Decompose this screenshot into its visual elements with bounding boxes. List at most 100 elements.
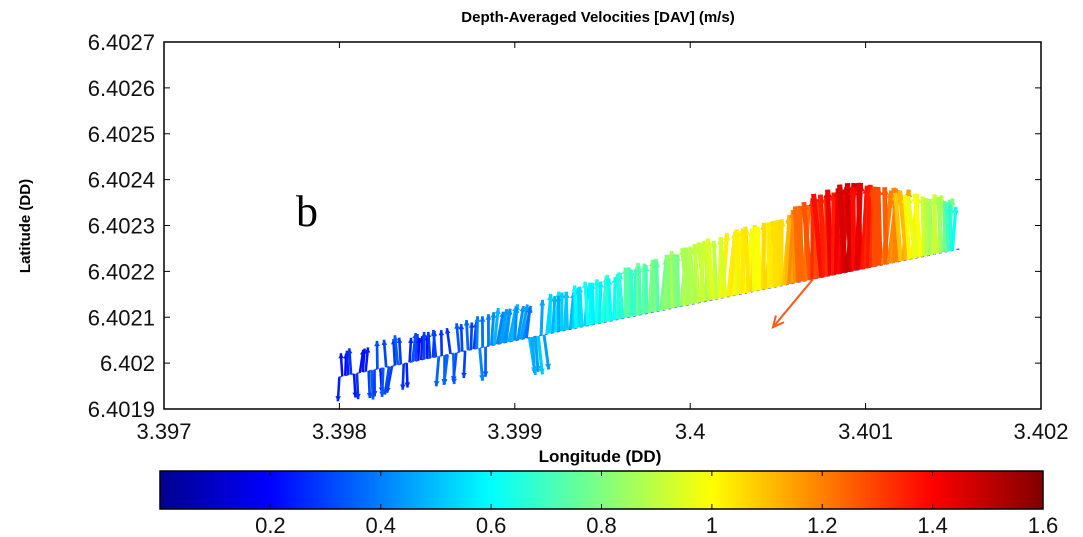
velocity-vector	[478, 347, 485, 381]
velocity-vector-head	[458, 324, 465, 330]
velocity-vector	[882, 187, 889, 265]
velocity-vector-head	[848, 186, 858, 195]
velocity-vector-head	[468, 322, 475, 328]
colorbar-tick-label: 0.2	[255, 513, 286, 537]
velocity-vector-head	[935, 197, 943, 204]
velocity-vector	[817, 194, 828, 277]
velocity-vector	[654, 261, 660, 312]
velocity-vector	[683, 247, 693, 305]
colorbar-ticks: 0.2 0.4 0.6 0.8 1 1.2 1.4 1.6	[255, 471, 1058, 537]
x-tick-label: 3.401	[838, 419, 893, 444]
velocity-vector	[533, 336, 540, 372]
y-tick-label: 6.4021	[88, 305, 155, 330]
velocity-vector	[772, 220, 778, 288]
velocity-vector-head	[874, 186, 883, 195]
velocity-vector-head	[371, 391, 378, 397]
velocity-vector-head	[355, 393, 361, 400]
velocity-vector-head	[946, 205, 954, 212]
velocity-vector	[778, 219, 784, 286]
velocity-vector-head	[400, 384, 406, 390]
x-tick-label: 3.402	[1013, 419, 1068, 444]
velocity-vector-head	[385, 387, 391, 393]
velocity-vector	[811, 193, 825, 278]
velocity-vector	[504, 308, 512, 343]
velocity-vector	[513, 307, 519, 341]
x-tick-label: 3.397	[136, 419, 191, 444]
velocity-vector-head	[538, 368, 545, 375]
velocity-vector	[920, 196, 927, 257]
velocity-vector	[947, 205, 954, 251]
velocity-vector-head	[479, 375, 486, 381]
velocity-vector-head	[555, 295, 562, 302]
velocity-vector	[718, 236, 728, 298]
velocity-vector-head	[335, 396, 341, 402]
velocity-vector-head	[926, 199, 934, 206]
velocity-vector-head	[474, 316, 481, 322]
velocity-vector-head	[494, 308, 501, 315]
velocity-vector	[825, 189, 834, 276]
velocity-vector-head	[454, 323, 460, 329]
velocity-vector	[519, 304, 529, 340]
velocity-vector	[692, 243, 701, 303]
velocity-vector	[664, 254, 672, 309]
velocity-vector-head	[338, 353, 344, 359]
velocity-vector-head	[880, 187, 890, 195]
velocity-vector-head	[741, 226, 750, 235]
velocity-vector-head	[450, 376, 457, 382]
velocity-vector-head	[686, 246, 695, 254]
colorbar-tick-label: 1.2	[807, 513, 838, 537]
velocity-vector	[530, 336, 537, 374]
velocity-vector	[492, 307, 500, 346]
velocity-vector-head	[754, 226, 762, 234]
velocity-vector	[906, 196, 918, 259]
colorbar	[159, 470, 1044, 510]
velocity-vector-head	[392, 335, 399, 341]
velocity-vector	[856, 182, 863, 270]
velocity-vector-head	[777, 219, 786, 227]
velocity-vector	[866, 184, 873, 268]
velocity-vector	[539, 299, 545, 336]
velocity-vector	[568, 292, 576, 330]
velocity-vector	[548, 293, 553, 334]
velocity-vector	[650, 260, 656, 313]
velocity-vector-head	[589, 282, 596, 289]
velocity-vector-head	[891, 192, 900, 201]
y-tick-label: 6.4022	[88, 259, 155, 284]
velocity-vector-head	[800, 202, 809, 211]
velocity-vector-head	[421, 331, 427, 338]
y-tick-label: 6.4019	[88, 397, 155, 422]
velocity-vector-head	[663, 254, 671, 262]
velocity-vector-head	[547, 293, 554, 300]
colorbar-tick-label: 1.6	[1028, 513, 1059, 537]
velocity-vector	[750, 228, 757, 292]
velocity-vector	[743, 226, 751, 293]
velocity-vector	[936, 196, 944, 253]
velocity-vector	[870, 187, 880, 267]
y-axis-label: Latitude (DD)	[17, 179, 34, 273]
velocity-vector-head	[930, 194, 939, 202]
velocity-vector	[495, 311, 505, 345]
velocity-vector-head	[441, 379, 448, 385]
velocity-vector	[701, 240, 713, 301]
velocity-vector	[606, 278, 613, 321]
velocity-vector-head	[416, 338, 422, 344]
velocity-vector	[875, 186, 883, 266]
velocity-vector-head	[381, 339, 388, 346]
velocity-vector	[623, 267, 628, 318]
velocity-vector-head	[433, 380, 440, 387]
velocity-vector	[641, 263, 647, 315]
x-tick-label: 3.4	[675, 419, 706, 444]
velocity-vector-head	[896, 190, 905, 199]
y-tick-label: 6.4027	[88, 30, 155, 55]
velocity-vector	[766, 222, 775, 288]
velocity-vector	[516, 305, 525, 341]
velocity-vector	[588, 282, 593, 326]
velocity-vector	[675, 254, 681, 307]
velocity-vector-head	[523, 304, 530, 311]
velocity-vector	[893, 192, 903, 262]
velocity-vector-head	[513, 307, 520, 313]
velocity-vector	[696, 242, 707, 302]
y-tick-label: 6.4023	[88, 214, 155, 239]
velocity-vector-head	[911, 193, 920, 202]
velocity-vector-head	[551, 296, 558, 302]
